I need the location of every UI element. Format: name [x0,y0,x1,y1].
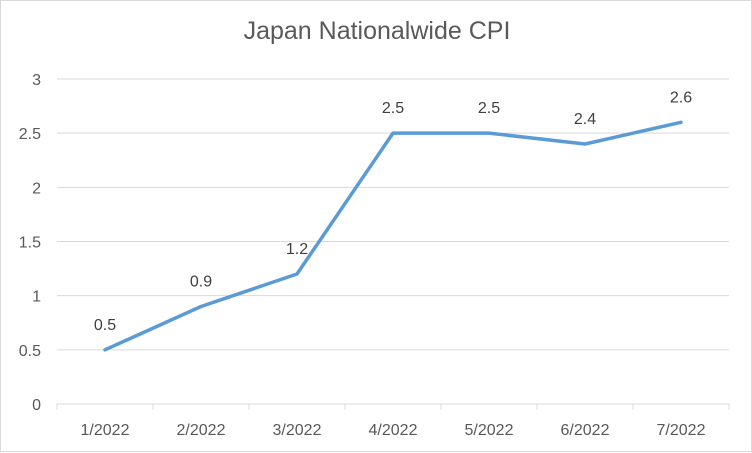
y-tick-label: 2.5 [19,126,41,143]
data-point [199,305,203,308]
y-axis-ticks: 0 0.5 1 1.5 2 2.5 3 [19,72,41,414]
x-tick-label: 5/2022 [465,422,514,439]
data-label: 2.5 [478,100,500,117]
data-label: 2.4 [574,111,596,128]
x-tick-label: 4/2022 [369,422,418,439]
data-label: 1.2 [286,241,308,258]
x-axis-ticks: 1/2022 2/2022 3/2022 4/2022 5/2022 6/2022 7/20… [81,422,706,439]
y-tick-label: 3 [32,72,41,89]
data-label: 2.6 [670,89,692,106]
data-point [295,272,299,276]
series-layer [103,120,683,352]
x-tick-label: 1/2022 [81,422,130,439]
data-label: 2.5 [382,100,404,117]
data-label: 0.5 [94,317,116,334]
x-tick-label: 7/2022 [657,422,706,439]
chart-title: Japan Nationalwide CPI [243,17,511,45]
data-point [391,131,395,135]
y-tick-label: 1 [32,289,41,306]
data-labels: 0.5 0.9 1.2 2.5 2.5 2.4 2.6 [94,89,692,334]
gridlines [56,78,730,410]
x-tick-label: 3/2022 [273,422,322,439]
data-point [679,120,683,124]
series-line [103,120,683,352]
x-tick-label: 2/2022 [177,422,226,439]
y-tick-label: 1.5 [19,235,41,252]
data-point [103,348,107,352]
data-point [583,142,587,146]
data-label: 0.9 [190,274,212,291]
y-tick-label: 2 [32,180,41,197]
x-tick-label: 6/2022 [561,422,610,439]
y-tick-label: 0 [32,397,41,414]
y-tick-label: 0.5 [19,343,41,360]
data-point [487,131,491,135]
